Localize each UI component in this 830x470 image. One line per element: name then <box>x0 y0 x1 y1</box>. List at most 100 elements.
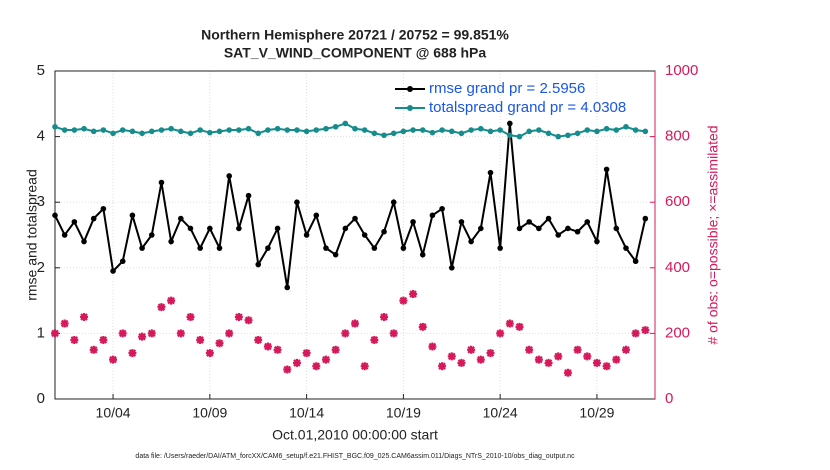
x-tick-label: 10/09 <box>192 405 227 421</box>
series-marker <box>419 251 426 258</box>
series-marker <box>361 127 368 133</box>
series-marker <box>468 238 474 245</box>
y2-tick-label: 0 <box>665 390 673 407</box>
series-marker <box>100 127 107 133</box>
obs-marker <box>612 355 621 364</box>
series-marker <box>536 225 542 232</box>
series-marker <box>71 219 78 225</box>
series-marker <box>139 130 145 137</box>
obs-marker <box>331 345 340 354</box>
series-marker <box>119 258 126 265</box>
series-marker <box>178 215 184 222</box>
series-marker <box>110 268 116 274</box>
obs-marker <box>186 313 195 321</box>
plot-frame <box>54 70 656 400</box>
series-marker <box>52 212 58 219</box>
series-marker <box>584 127 591 133</box>
series-marker <box>255 130 262 137</box>
series-marker <box>507 132 513 139</box>
series-marker <box>265 245 271 251</box>
obs-marker <box>118 329 127 338</box>
series-marker <box>158 179 165 186</box>
series-marker <box>516 225 523 232</box>
series-marker <box>623 123 629 130</box>
series-marker <box>439 205 445 212</box>
obs-marker <box>99 335 108 344</box>
series-marker <box>565 132 571 139</box>
series-marker <box>526 219 532 225</box>
obs-marker <box>525 345 534 354</box>
series-marker <box>410 219 416 225</box>
series-marker <box>536 127 542 133</box>
obs-marker <box>109 355 118 364</box>
obs-marker <box>418 322 427 331</box>
obs-marker <box>641 326 650 335</box>
x-tick-label: 10/19 <box>386 405 421 421</box>
series-marker <box>284 284 291 291</box>
series-marker <box>342 225 349 232</box>
obs-marker <box>138 332 147 341</box>
obs-marker <box>631 329 640 338</box>
series-marker <box>52 123 58 130</box>
series-marker <box>245 192 252 199</box>
obs-marker <box>583 352 592 361</box>
series-marker <box>168 125 174 132</box>
y2-tick-label: 800 <box>665 128 690 145</box>
series-marker <box>100 205 107 212</box>
obs-marker <box>80 313 89 321</box>
series-marker <box>236 225 242 232</box>
obs-marker <box>602 362 611 371</box>
obs-marker <box>176 329 185 338</box>
legend-marker <box>407 105 413 111</box>
obs-marker <box>60 319 69 328</box>
x-axis-label: Oct.01,2010 00:00:00 start <box>272 427 438 443</box>
obs-marker <box>351 319 359 328</box>
series-marker <box>90 215 97 222</box>
series-marker <box>390 130 397 137</box>
series-marker <box>90 128 97 135</box>
series-marker <box>274 125 281 132</box>
series-marker <box>371 130 378 137</box>
obs-marker <box>621 345 630 354</box>
series-marker <box>497 245 503 251</box>
obs-marker <box>283 365 292 374</box>
series-marker <box>313 212 320 219</box>
series-marker <box>526 128 532 135</box>
legend-label: totalspread grand pr = 4.0308 <box>429 99 626 116</box>
series-marker <box>555 232 562 238</box>
series-marker <box>245 125 252 132</box>
obs-marker <box>360 362 369 371</box>
obs-marker <box>263 342 272 351</box>
series-marker <box>613 127 620 133</box>
series-marker <box>197 245 203 251</box>
obs-marker <box>505 319 514 328</box>
obs-marker <box>312 362 321 371</box>
series-marker <box>632 127 639 133</box>
series-marker <box>516 133 523 140</box>
series-marker <box>303 128 310 135</box>
series-marker <box>313 127 320 133</box>
series-marker <box>594 128 600 135</box>
series-marker <box>207 225 213 232</box>
series-marker <box>158 127 165 133</box>
series-marker <box>507 120 513 127</box>
legend-label: rmse grand pr = 2.5956 <box>429 80 585 97</box>
series-marker <box>381 228 387 235</box>
series-marker <box>642 128 649 135</box>
series-marker <box>61 232 68 238</box>
series-marker <box>332 123 339 130</box>
series-marker <box>487 169 494 176</box>
series-marker <box>284 127 291 133</box>
chart-subtitle: SAT_V_WIND_COMPONENT @ 688 hPa <box>224 45 487 61</box>
obs-marker <box>554 352 563 361</box>
series-marker <box>361 232 368 238</box>
y-tick-label: 2 <box>37 259 45 276</box>
series-marker <box>255 261 262 268</box>
series-marker <box>274 225 281 232</box>
obs-marker <box>496 329 505 338</box>
series-marker <box>352 215 358 222</box>
obs-marker <box>254 335 263 344</box>
series-marker <box>323 125 329 132</box>
series-marker <box>574 130 581 137</box>
series-marker <box>400 245 407 251</box>
